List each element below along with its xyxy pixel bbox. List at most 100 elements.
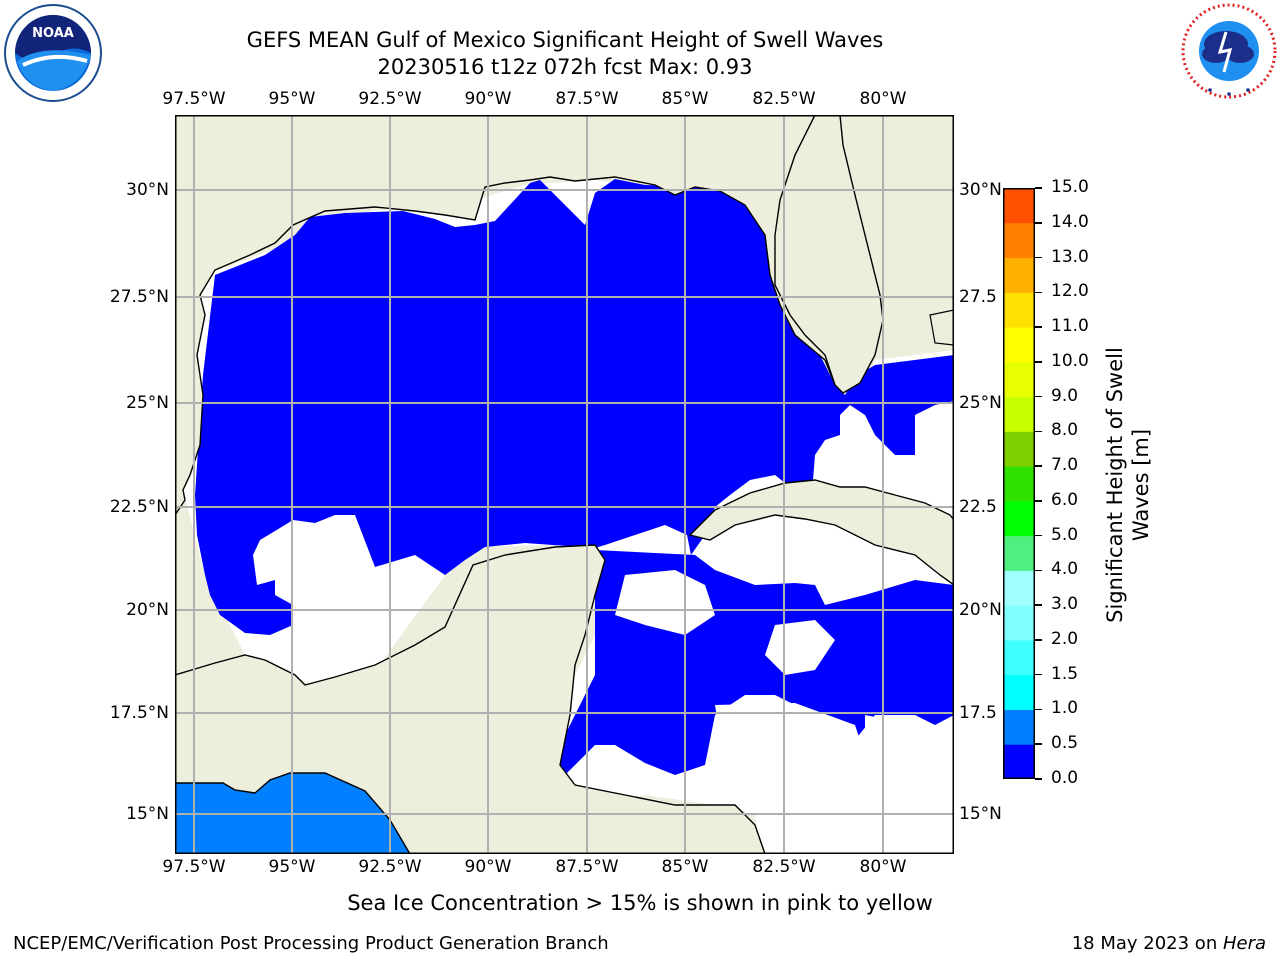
colorbar-tick-label: 4.0	[1051, 559, 1079, 580]
plot-subtitle: 20230516 t12z 072h fcst Max: 0.93	[377, 55, 753, 79]
colorbar-band	[1003, 188, 1035, 224]
colorbar-tick-mark	[1035, 500, 1042, 502]
colorbar-band	[1003, 396, 1035, 432]
colorbar-tick-label: 3.0	[1051, 594, 1079, 615]
lat-label-left: 20°N	[126, 600, 169, 620]
lon-label-bottom: 92.5°W	[358, 857, 422, 877]
colorbar-tick-mark	[1035, 778, 1042, 780]
colorbar-tick-mark	[1035, 430, 1042, 433]
no-data-patch	[715, 703, 865, 760]
colorbar-band	[1003, 500, 1035, 537]
colorbar-band	[1003, 431, 1035, 467]
lon-label-bottom: 87.5°W	[555, 857, 619, 877]
colorbar-tick-mark	[1035, 465, 1042, 467]
lat-label-right: 25°N	[959, 393, 1002, 413]
colorbar-tick-label: 14.0	[1051, 211, 1089, 232]
lat-label-left: 15°N	[126, 804, 169, 824]
noaa-logo: NOAA	[3, 3, 103, 103]
lon-label-bottom: 80°W	[859, 857, 907, 877]
lat-label-right: 15°N	[959, 804, 1002, 824]
lat-label-right: 30°N	[959, 180, 1002, 200]
lon-label-top: 90°W	[464, 89, 512, 109]
colorbar-tick-mark	[1035, 569, 1042, 572]
run-date: 18 May 2023 on Hera	[1072, 933, 1266, 954]
colorbar-tick-label: 1.5	[1051, 663, 1079, 684]
colorbar-tick-label: 2.0	[1051, 628, 1079, 649]
run-host: Hera	[1222, 933, 1266, 954]
colorbar-tick-mark	[1035, 708, 1042, 711]
colorbar-band	[1003, 466, 1035, 502]
lon-label-top: 87.5°W	[555, 89, 619, 109]
colorbar-tick-mark	[1035, 256, 1042, 259]
colorbar-tick-mark	[1035, 639, 1042, 641]
lon-label-top: 95°W	[268, 89, 316, 109]
colorbar-band	[1003, 639, 1035, 676]
plot-title: GEFS MEAN Gulf of Mexico Significant Hei…	[246, 28, 884, 52]
colorbar-tick-mark	[1035, 673, 1042, 676]
swell-field-low	[195, 179, 954, 635]
lon-label-bottom: 97.5°W	[162, 857, 226, 877]
lon-label-top: 85°W	[661, 89, 709, 109]
no-data-patch	[615, 570, 715, 635]
lat-label-right: 27.5	[959, 287, 997, 307]
colorbar-tick-mark	[1035, 743, 1042, 745]
lat-label-right: 20°N	[959, 600, 1002, 620]
lat-label-right: 22.5	[959, 497, 997, 517]
colorbar-band	[1003, 674, 1035, 710]
colorbar-tick-label: 11.0	[1051, 316, 1089, 337]
ice-note-text: Sea Ice Concentration > 15% is shown in …	[347, 891, 933, 915]
noaa-logo-text: NOAA	[32, 26, 74, 41]
colorbar-tick-mark	[1035, 291, 1042, 294]
colorbar-tick-label: 10.0	[1051, 350, 1089, 371]
lat-label-left: 27.5°N	[109, 287, 169, 307]
lon-label-bottom: 85°W	[661, 857, 709, 877]
colorbar-svg	[1003, 188, 1035, 780]
colorbar-band	[1003, 327, 1035, 363]
colorbar-band	[1003, 744, 1035, 780]
colorbar-tick-label: 0.5	[1051, 733, 1079, 754]
lon-label-bottom: 95°W	[268, 857, 316, 877]
lon-label-top: 97.5°W	[162, 89, 226, 109]
lon-label-bottom: 90°W	[464, 857, 512, 877]
colorbar-tick-mark	[1035, 326, 1042, 328]
colorbar-tick-label: 13.0	[1051, 246, 1089, 267]
lat-label-left: 25°N	[126, 393, 169, 413]
lat-label-right: 17.5	[959, 703, 997, 723]
colorbar-band	[1003, 535, 1035, 571]
map-panel	[174, 114, 955, 855]
colorbar-band	[1003, 570, 1035, 606]
colorbar-tick-label: 8.0	[1051, 420, 1079, 441]
colorbar-tick-label: 5.0	[1051, 524, 1079, 545]
run-date-text: 18 May 2023 on	[1071, 933, 1223, 954]
colorbar	[1003, 188, 1035, 780]
lon-label-top: 80°W	[859, 89, 907, 109]
colorbar-tick-mark	[1035, 534, 1042, 537]
colorbar-tick-mark	[1035, 187, 1042, 189]
colorbar-label: Significant Height of Swell Waves [m]	[1103, 347, 1153, 623]
colorbar-tick-mark	[1035, 361, 1042, 363]
colorbar-tick-label: 12.0	[1051, 281, 1089, 302]
colorbar-tick-label: 9.0	[1051, 385, 1079, 406]
no-data-patch	[865, 715, 954, 854]
colorbar-band	[1003, 292, 1035, 328]
no-data-patch	[765, 620, 835, 675]
colorbar-tick-mark	[1035, 395, 1042, 398]
colorbar-band	[1003, 257, 1035, 293]
colorbar-tick-label: 15.0	[1051, 177, 1089, 197]
lat-label-left: 17.5°N	[109, 703, 169, 723]
colorbar-tick-label: 7.0	[1051, 455, 1079, 476]
nws-logo	[1180, 2, 1278, 100]
colorbar-tick-mark	[1035, 222, 1042, 224]
colorbar-tick-mark	[1035, 604, 1042, 606]
colorbar-band	[1003, 709, 1035, 745]
lat-label-left: 22.5°N	[109, 497, 169, 517]
lon-label-top: 82.5°W	[752, 89, 816, 109]
colorbar-band	[1003, 361, 1035, 398]
colorbar-tick-label: 6.0	[1051, 489, 1079, 510]
lon-label-top: 92.5°W	[358, 89, 422, 109]
colorbar-frame	[1003, 188, 1035, 779]
colorbar-band	[1003, 222, 1035, 259]
lat-label-left: 30°N	[126, 180, 169, 200]
colorbar-band	[1003, 605, 1035, 641]
lon-label-bottom: 82.5°W	[752, 857, 816, 877]
